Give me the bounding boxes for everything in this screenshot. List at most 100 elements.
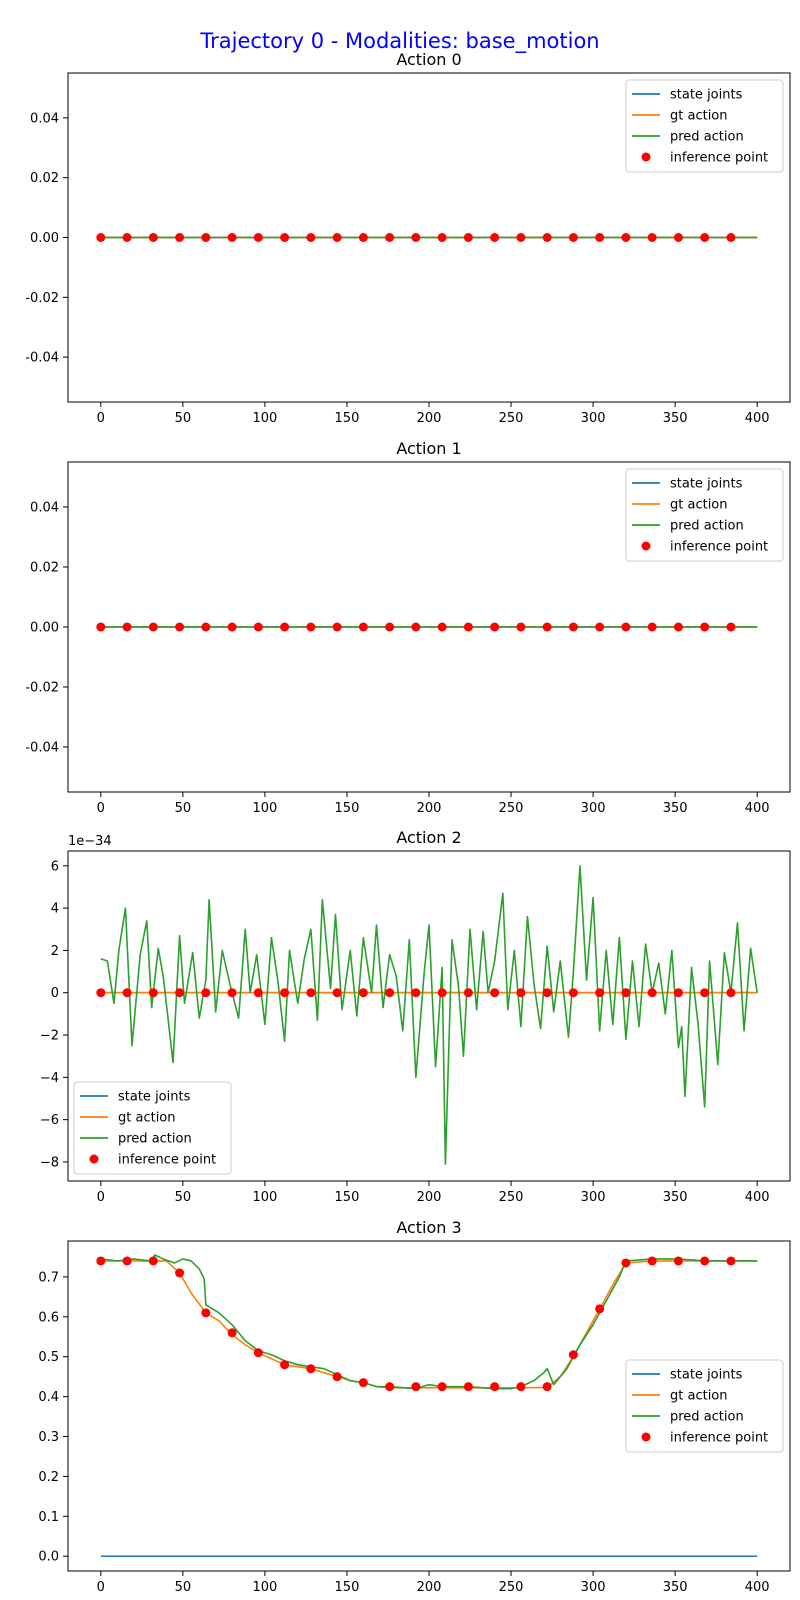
- inference-point-marker: [96, 988, 106, 998]
- inference-point-marker: [148, 1256, 158, 1266]
- y-tick-label: 0.00: [30, 231, 59, 246]
- plot-area: [96, 1254, 758, 1558]
- inference-point-marker: [568, 233, 578, 242]
- inference-point-marker: [385, 1382, 395, 1392]
- inference-point-marker: [673, 622, 683, 632]
- inference-point-marker: [437, 988, 447, 998]
- inference-point-marker: [673, 988, 683, 998]
- inference-point-marker: [437, 1382, 447, 1392]
- inference-point-marker: [490, 622, 500, 632]
- x-tick-label: 150: [335, 1190, 360, 1205]
- inference-point-marker: [332, 233, 342, 242]
- x-tick-label: 350: [663, 1580, 688, 1595]
- inference-point-marker: [306, 1364, 316, 1374]
- inference-point-marker: [385, 233, 395, 242]
- legend: state joints gt action pred action inferenc…: [625, 1359, 784, 1453]
- inference-point-marker: [306, 233, 316, 242]
- inference-point-marker: [411, 1382, 421, 1392]
- plot-area: [96, 233, 758, 242]
- inference-point-marker: [516, 988, 526, 998]
- inference-point-marker: [463, 622, 473, 632]
- y-tick-label: 2: [51, 944, 59, 959]
- inference-point-marker: [700, 1256, 710, 1266]
- y-tick-label: 0.04: [30, 111, 59, 126]
- inference-point-marker: [280, 1360, 290, 1370]
- inference-point-marker: [542, 233, 552, 242]
- inference-point-marker: [385, 988, 395, 998]
- subplot-2: Action 2 1e−34 0 50 100 150 200 250 300 350 400 −8 −…: [40, 828, 791, 1205]
- inference-point-marker: [358, 1378, 368, 1388]
- inference-point-marker: [411, 233, 421, 242]
- legend: state joints gt action pred action inferenc…: [625, 79, 784, 173]
- x-tick-label: 300: [581, 1190, 606, 1205]
- subplot-title: Action 1: [396, 439, 461, 458]
- inference-point-marker: [201, 1308, 211, 1318]
- inference-point-marker: [306, 988, 316, 998]
- inference-point-marker: [463, 1382, 473, 1392]
- legend-label: inference point: [670, 540, 768, 555]
- inference-point-marker: [490, 233, 500, 242]
- x-tick-label: 300: [581, 801, 606, 816]
- legend-marker-inference-point: [89, 1154, 99, 1164]
- inference-point-marker: [490, 988, 500, 998]
- legend-label: pred action: [670, 519, 744, 534]
- x-tick-label: 50: [175, 1580, 192, 1595]
- y-tick-label: -0.04: [25, 351, 59, 366]
- inference-point-marker: [463, 988, 473, 998]
- inference-point-marker: [332, 1372, 342, 1382]
- inference-point-marker: [96, 1256, 106, 1266]
- x-tick-label: 350: [663, 411, 688, 426]
- x-tick-label: 100: [252, 1190, 277, 1205]
- legend-label: inference point: [670, 151, 768, 166]
- inference-point-marker: [280, 988, 290, 998]
- y-tick-label: 0.04: [30, 501, 59, 516]
- legend-box: [625, 468, 784, 562]
- legend-label: pred action: [670, 1410, 744, 1425]
- legend: state joints gt action pred action inferenc…: [625, 468, 784, 562]
- x-tick-label: 150: [335, 411, 360, 426]
- inference-point-marker: [437, 233, 447, 242]
- legend-label: state joints: [118, 1090, 191, 1105]
- x-tick-label: 0: [97, 801, 105, 816]
- subplot-3: Action 3 0 50 100 150 200 250 300 350 400 0.0 0.1 0.…: [38, 1218, 791, 1595]
- inference-point-marker: [516, 233, 526, 242]
- inference-point-marker: [332, 622, 342, 632]
- x-tick-label: 50: [175, 411, 192, 426]
- y-tick-label: 0.0: [38, 1550, 59, 1565]
- y-tick-label: 0.2: [38, 1470, 59, 1485]
- inference-point-marker: [726, 988, 736, 998]
- inference-point-marker: [647, 233, 657, 242]
- inference-point-marker: [568, 988, 578, 998]
- inference-point-marker: [122, 1256, 132, 1266]
- x-tick-label: 250: [499, 801, 524, 816]
- subplot-title: Action 0: [396, 50, 461, 69]
- subplot-1: Action 1 0 50 100 150 200 250 300 350 400 -0.04 -0.…: [25, 439, 791, 816]
- inference-point-marker: [647, 622, 657, 632]
- y-tick-label: -0.04: [25, 741, 59, 756]
- legend-label: gt action: [118, 1111, 176, 1126]
- y-tick-label: 0.3: [38, 1430, 59, 1445]
- inference-point-marker: [673, 233, 683, 242]
- inference-point-marker: [490, 1382, 500, 1392]
- legend: state joints gt action pred action inferenc…: [73, 1081, 232, 1175]
- legend-marker-inference-point: [641, 152, 651, 162]
- inference-point-marker: [700, 988, 710, 998]
- x-tick-label: 150: [335, 801, 360, 816]
- inference-point-marker: [411, 622, 421, 632]
- inference-point-marker: [463, 233, 473, 242]
- x-tick-label: 400: [745, 411, 770, 426]
- y-tick-label: −6: [40, 1113, 59, 1128]
- inference-point-marker: [595, 988, 605, 998]
- legend-box: [625, 79, 784, 173]
- axes-frame: [67, 72, 791, 403]
- legend-box: [73, 1081, 232, 1175]
- inference-point-marker: [148, 622, 158, 632]
- inference-point-marker: [122, 233, 132, 242]
- inference-point-marker: [385, 622, 395, 632]
- inference-point-marker: [595, 233, 605, 242]
- legend-marker-inference-point: [641, 1432, 651, 1442]
- inference-point-marker: [175, 1268, 185, 1278]
- inference-point-marker: [280, 622, 290, 632]
- legend-label: inference point: [118, 1153, 216, 1168]
